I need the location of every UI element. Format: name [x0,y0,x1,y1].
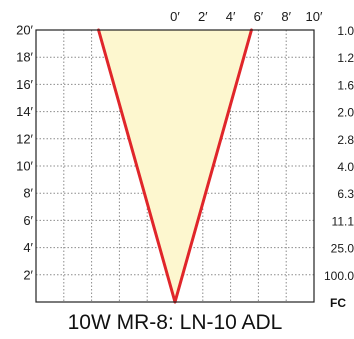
footcandle-value: 2.0 [337,106,354,120]
footcandle-value: 100.0 [324,269,354,283]
x-tick-label: 10′ [306,9,323,24]
footcandle-value: 11.1 [332,214,354,228]
footcandle-value: 2.8 [337,133,354,147]
x-tick-label: 8′ [281,9,291,24]
beam-left-edge-line [97,28,177,304]
y-tick-label: 18′ [16,50,33,65]
y-tick-label: 6′ [23,213,33,228]
x-tick-label: 0′ [170,9,180,24]
footcandle-value: 6.3 [337,187,354,201]
x-axis-ticks: 0′ 2′ 4′ 6′ 8′ 10′ [170,9,323,24]
beam-right-edge-line [173,28,253,304]
x-tick-label: 4′ [226,9,236,24]
y-tick-label: 14′ [16,104,33,119]
footcandle-value: 4.0 [337,160,354,174]
footcandle-value: 25.0 [331,242,354,256]
y-tick-label: 2′ [23,267,33,282]
footcandle-value: 1.6 [337,78,354,92]
footcandle-label: FC [330,296,346,310]
x-tick-label: 6′ [254,9,264,24]
y-tick-label: 12′ [16,131,33,146]
footcandle-column: 1.0 1.2 1.6 2.0 2.8 4.0 6.3 11.1 25.0 100.0 [324,24,354,283]
x-tick-label: 2′ [198,9,208,24]
y-tick-label: 4′ [23,240,33,255]
y-tick-label: 10′ [16,159,33,174]
chart-title: 10W MR-8: LN-10 ADL [67,311,283,334]
y-tick-label: 16′ [16,77,33,92]
y-tick-label: 20′ [16,23,33,38]
y-axis-ticks: 2′ 4′ 6′ 8′ 10′ 12′ 14′ 16′ 18′ 20′ [16,23,33,283]
footcandle-value: 1.2 [337,51,354,65]
y-tick-label: 8′ [23,186,33,201]
beam-fill-area [98,30,252,302]
footcandle-value: 1.0 [337,24,354,38]
plot-frame [35,29,315,303]
grid [36,30,314,302]
